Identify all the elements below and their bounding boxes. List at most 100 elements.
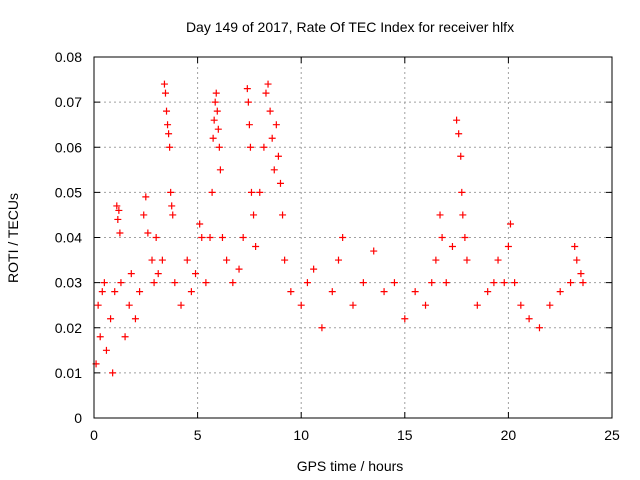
data-point xyxy=(442,279,450,287)
data-point xyxy=(163,107,171,115)
data-point xyxy=(380,288,388,296)
data-point xyxy=(567,279,575,287)
chart-title: Day 149 of 2017, Rate Of TEC Index for r… xyxy=(186,19,514,35)
data-point xyxy=(223,256,231,264)
data-point xyxy=(107,315,115,323)
data-point xyxy=(262,89,270,97)
x-tick-label: 10 xyxy=(293,427,309,443)
data-point xyxy=(192,270,200,278)
data-point xyxy=(473,301,481,309)
data-point xyxy=(457,152,465,160)
axis-ticks xyxy=(93,56,613,419)
data-point xyxy=(276,179,284,187)
data-point xyxy=(148,256,156,264)
data-point xyxy=(183,256,191,264)
data-point xyxy=(218,234,226,241)
data-point xyxy=(202,279,210,287)
data-point xyxy=(504,243,512,251)
data-point xyxy=(266,107,274,115)
data-point xyxy=(117,279,125,287)
data-point xyxy=(281,256,289,264)
data-point xyxy=(212,89,220,97)
data-point xyxy=(169,211,177,219)
data-point xyxy=(115,206,123,214)
data-point xyxy=(390,279,398,287)
data-point xyxy=(556,288,564,296)
data-point xyxy=(270,166,278,174)
x-tick-label: 25 xyxy=(604,427,620,443)
data-point xyxy=(244,98,252,106)
data-point xyxy=(272,121,280,129)
data-point xyxy=(287,288,295,296)
data-point xyxy=(239,234,247,241)
data-point xyxy=(432,256,440,264)
data-point xyxy=(94,301,102,309)
data-point xyxy=(213,107,221,115)
data-point xyxy=(256,188,264,196)
data-point xyxy=(113,202,121,210)
data-point xyxy=(114,215,122,223)
data-point xyxy=(411,288,419,296)
data-point xyxy=(158,256,166,264)
data-point xyxy=(98,288,106,296)
data-point xyxy=(165,130,173,138)
y-tick-labels: 0 0.01 0.02 0.03 0.04 0.05 0.06 0.07 0.08 xyxy=(55,49,82,426)
y-axis-label: ROTI / TECUs xyxy=(5,193,21,283)
data-point xyxy=(131,315,139,323)
data-point xyxy=(455,130,463,138)
data-point xyxy=(506,220,514,228)
grid-lines xyxy=(94,57,612,418)
data-point xyxy=(511,279,519,287)
data-point xyxy=(160,80,168,88)
data-point xyxy=(453,116,461,124)
y-tick-label: 0.07 xyxy=(55,94,82,110)
data-point xyxy=(579,279,587,287)
data-point xyxy=(243,85,251,93)
data-point xyxy=(349,301,357,309)
data-point xyxy=(214,125,222,133)
data-point xyxy=(310,265,318,273)
data-point xyxy=(164,121,172,129)
data-point xyxy=(318,324,326,332)
data-point xyxy=(229,279,237,287)
data-point xyxy=(215,143,223,151)
y-tick-label: 0.03 xyxy=(55,275,82,291)
data-point xyxy=(187,288,195,296)
data-point xyxy=(500,279,508,287)
data-point xyxy=(210,116,218,124)
x-tick-label: 20 xyxy=(501,427,517,443)
data-point xyxy=(448,243,456,251)
data-point xyxy=(279,211,287,219)
data-point xyxy=(461,234,469,241)
data-point xyxy=(144,229,152,237)
data-point xyxy=(209,134,217,142)
data-point xyxy=(334,256,342,264)
data-point xyxy=(208,188,216,196)
x-tick-label: 5 xyxy=(194,427,202,443)
data-point xyxy=(303,279,311,287)
y-tick-label: 0 xyxy=(74,410,82,426)
data-point xyxy=(116,229,124,237)
data-point xyxy=(206,234,214,241)
data-point xyxy=(125,301,133,309)
data-point xyxy=(571,243,579,251)
data-point xyxy=(268,134,276,142)
x-tick-label: 0 xyxy=(90,427,98,443)
data-point xyxy=(458,188,466,196)
data-point xyxy=(211,98,219,106)
data-point xyxy=(422,301,430,309)
data-point xyxy=(152,234,160,241)
data-point xyxy=(264,80,272,88)
data-points xyxy=(92,80,587,377)
data-point xyxy=(401,315,409,323)
data-point xyxy=(490,279,498,287)
data-point xyxy=(136,288,144,296)
data-point xyxy=(216,166,224,174)
y-tick-label: 0.08 xyxy=(55,49,82,65)
y-tick-label: 0.04 xyxy=(55,230,82,246)
y-tick-label: 0.01 xyxy=(55,365,82,381)
data-point xyxy=(438,234,446,241)
data-point xyxy=(428,279,436,287)
data-point xyxy=(171,279,179,287)
